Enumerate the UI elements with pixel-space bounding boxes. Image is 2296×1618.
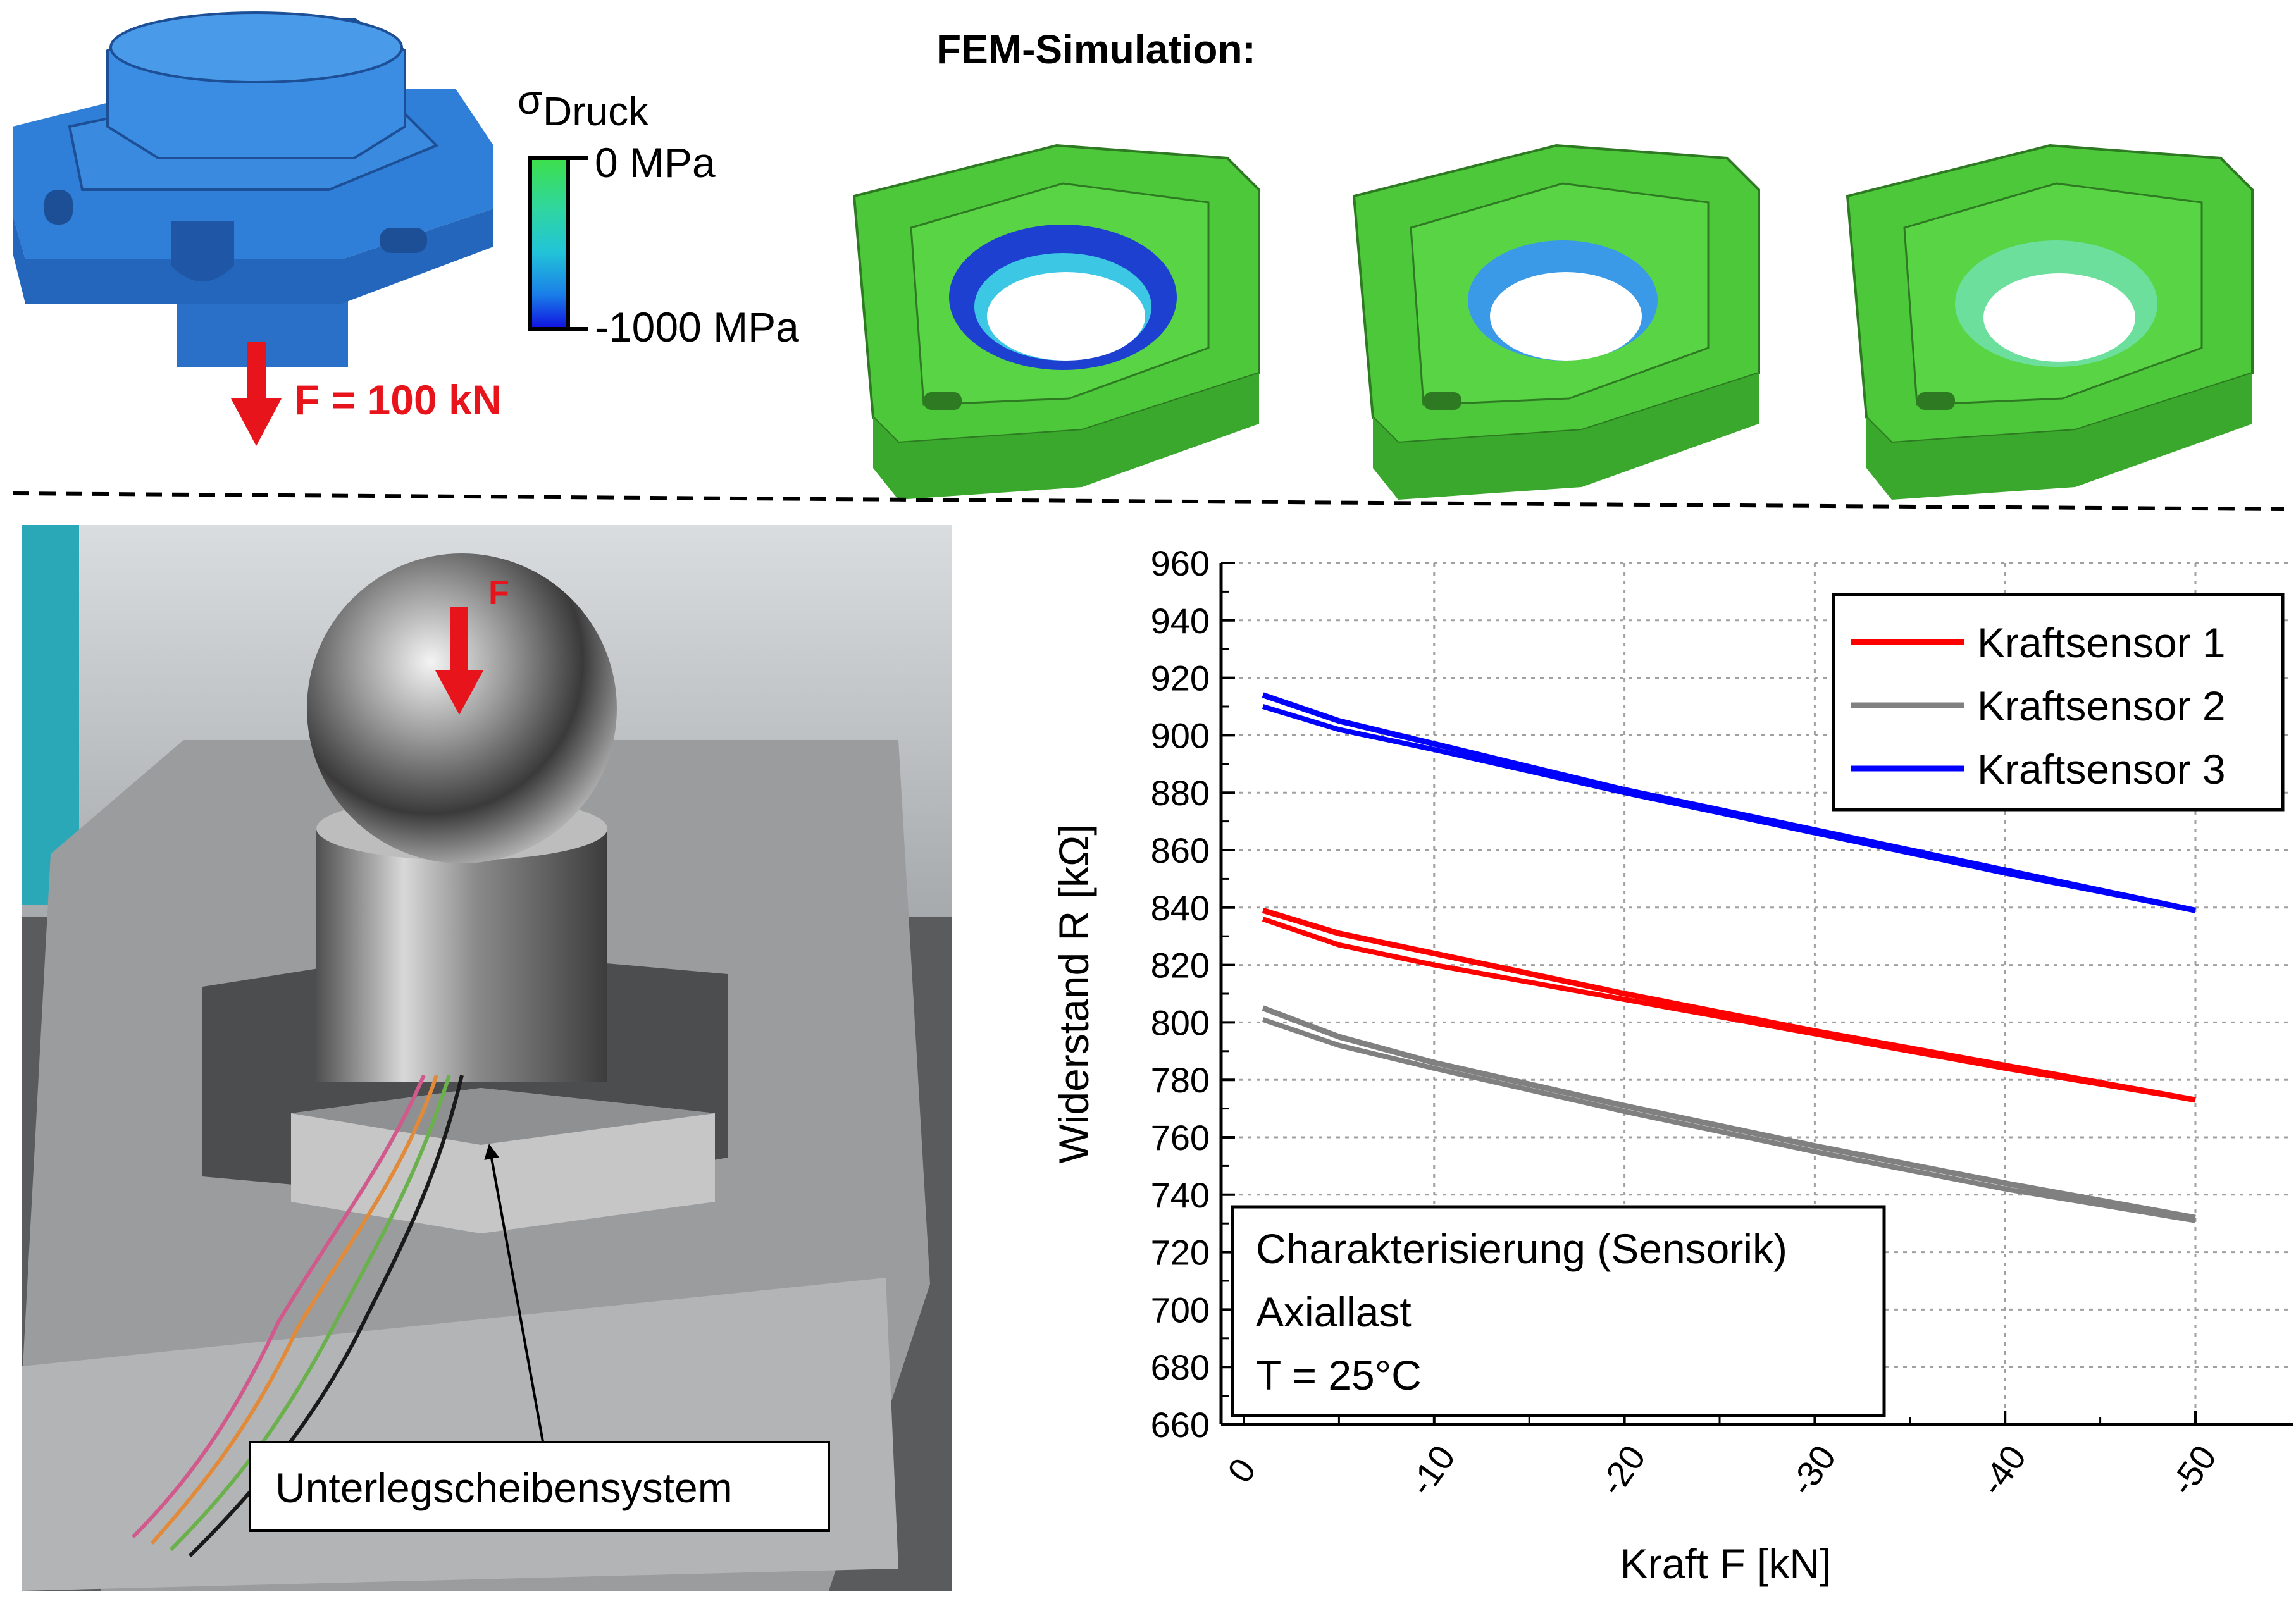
series-line-kraftsensor-2	[1262, 1005, 2196, 1221]
x-tick-label: -20	[1591, 1438, 1653, 1502]
annotation-line: Charakterisierung (Sensorik)	[1256, 1225, 1787, 1272]
y-tick-label: 960	[1151, 543, 1210, 583]
series-line-kraftsensor-3-return	[1262, 704, 2196, 913]
x-tick-label: -40	[1971, 1438, 2033, 1502]
photo-force-arrow	[435, 607, 483, 715]
fem-part-3	[1846, 144, 2254, 500]
annotation: Charakterisierung (Sensorik) Axiallast T =…	[1231, 1205, 1886, 1417]
series-line-kraftsensor-1-return	[1262, 917, 2196, 1102]
sigma-subscript: Druck	[543, 89, 649, 134]
y-tick-label: 900	[1151, 715, 1210, 755]
y-tick-label: 880	[1151, 773, 1210, 813]
y-tick-label: 820	[1151, 946, 1210, 985]
annotation-box	[1231, 1205, 1886, 1417]
x-axis-label: Kraft F [kN]	[1620, 1540, 1832, 1587]
annotation-line: T = 25°C	[1256, 1352, 1422, 1399]
y-tick-label: 940	[1151, 601, 1210, 641]
y-tick-label: 800	[1151, 1003, 1210, 1042]
x-tick-label: 0	[1220, 1451, 1263, 1490]
y-tick-label: 760	[1151, 1118, 1210, 1158]
legend-entry: Kraftsensor 2	[1977, 682, 2226, 729]
fem-title: FEM-Simulation:	[936, 27, 1256, 72]
fem-part-2	[1352, 144, 1760, 500]
y-tick-label: 700	[1151, 1290, 1210, 1330]
legend: Kraftsensor 1 Kraftsensor 2 Kraftsensor 3	[1832, 593, 2285, 812]
sigma-symbol: σ	[518, 77, 543, 123]
callout-label: Unterlegscheibensystem	[275, 1464, 733, 1511]
y-tick-label: 840	[1151, 888, 1210, 928]
annotation-line: Axiallast	[1256, 1288, 1412, 1335]
legend-entry: Kraftsensor 3	[1977, 746, 2226, 793]
cad-model-illustration	[13, 11, 493, 367]
scale-bottom-label: -1000 MPa	[595, 304, 799, 350]
legend-entry: Kraftsensor 1	[1977, 619, 2226, 666]
fem-part-1	[852, 144, 1260, 500]
y-tick-label: 660	[1151, 1405, 1210, 1445]
y-axis-label: Widerstand R [kΩ]	[1050, 824, 1097, 1163]
callout-pointer	[484, 1144, 545, 1449]
x-tick-label: -10	[1401, 1438, 1463, 1502]
callout-box	[249, 1441, 830, 1532]
photo-force-letter: F	[488, 574, 509, 612]
series-line-kraftsensor-2-return	[1262, 1017, 2196, 1223]
dashed-divider	[12, 491, 2285, 511]
series-line-kraftsensor-3	[1262, 692, 2196, 913]
y-tick-label: 740	[1151, 1175, 1210, 1215]
y-tick-label: 720	[1151, 1233, 1210, 1273]
legend-box	[1832, 593, 2285, 812]
y-tick-label: 860	[1151, 831, 1210, 870]
force-arrow	[231, 342, 282, 446]
resistance-chart: 660 680 700 720 740 760 780 800 820 840 860 880 900 9…	[1050, 543, 2293, 1587]
y-tick-label: 680	[1151, 1347, 1210, 1387]
y-tick-label: 920	[1151, 658, 1210, 698]
x-tick-label: -50	[2162, 1438, 2224, 1502]
force-label: F = 100 kN	[294, 376, 502, 423]
x-tick-label: -30	[1782, 1438, 1844, 1502]
y-tick-label: 780	[1151, 1060, 1210, 1100]
color-scale-bar	[528, 156, 588, 331]
series-line-kraftsensor-1	[1262, 907, 2196, 1103]
test-setup-photo	[22, 525, 952, 1591]
scale-top-label: 0 MPa	[595, 139, 716, 186]
